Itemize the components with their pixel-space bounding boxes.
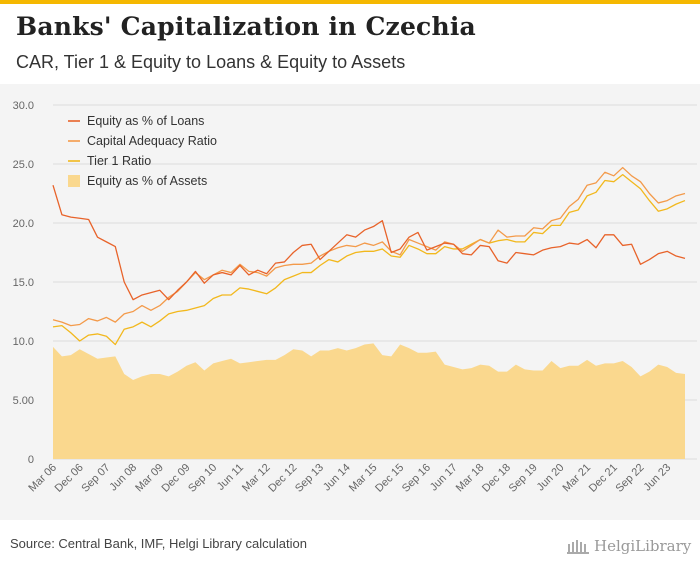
- y-tick-label: 5.00: [13, 395, 34, 407]
- x-tick-label: Jun 17: [428, 462, 460, 494]
- x-tick-label: Mar 15: [347, 462, 380, 495]
- x-tick: Sep 22: [613, 462, 646, 495]
- legend-item: Capital Adequacy Ratio: [68, 134, 217, 148]
- x-tick: Sep 07: [79, 462, 112, 495]
- x-tick: Sep 13: [293, 462, 326, 495]
- top-accent-bar: [0, 0, 700, 4]
- x-tick-label: Sep 13: [293, 462, 326, 495]
- x-tick: Sep 19: [507, 462, 540, 495]
- x-tick-label: Dec 18: [480, 462, 513, 495]
- legend-label: Equity as % of Loans: [87, 114, 204, 128]
- chart-title: Banks' Capitalization in Czechia: [16, 12, 476, 41]
- line-series-tier-1-ratio: [52, 173, 686, 346]
- legend-item: Equity as % of Loans: [68, 114, 204, 128]
- x-tick: Mar 18: [454, 462, 487, 495]
- x-tick: Jun 08: [107, 462, 139, 494]
- x-tick: Mar 12: [240, 462, 273, 495]
- legend-swatch: [68, 175, 80, 187]
- x-tick: Dec 21: [587, 462, 620, 495]
- x-tick: Jun 20: [535, 462, 567, 494]
- x-tick-label: Dec 09: [159, 462, 192, 495]
- x-tick-label: Sep 22: [613, 462, 646, 495]
- x-tick: Mar 21: [561, 462, 594, 495]
- x-tick: Dec 15: [373, 462, 406, 495]
- y-tick-label: 20.0: [13, 218, 34, 230]
- x-tick: Jun 23: [641, 462, 673, 494]
- x-tick: Sep 16: [400, 462, 433, 495]
- y-tick-label: 30.0: [13, 100, 34, 112]
- line-series-equity-as-of-loans: [52, 185, 686, 301]
- legend-label: Capital Adequacy Ratio: [87, 134, 217, 148]
- x-tick: Mar 15: [347, 462, 380, 495]
- legend-label: Tier 1 Ratio: [87, 154, 151, 168]
- x-tick: Jun 17: [428, 462, 460, 494]
- legend-label: Equity as % of Assets: [87, 174, 207, 188]
- line-series-capital-adequacy-ratio: [52, 166, 686, 327]
- x-tick-label: Jun 08: [107, 462, 139, 494]
- x-tick-label: Sep 16: [400, 462, 433, 495]
- x-tick-label: Jun 20: [535, 462, 567, 494]
- x-tick-label: Dec 06: [53, 462, 86, 495]
- x-tick-label: Jun 14: [321, 462, 353, 494]
- x-tick-label: Mar 06: [26, 462, 59, 495]
- x-tick-label: Mar 09: [133, 462, 166, 495]
- y-tick-label: 0: [28, 454, 34, 466]
- library-columns-icon: [567, 540, 589, 554]
- x-tick: Dec 18: [480, 462, 513, 495]
- x-tick: Dec 12: [266, 462, 299, 495]
- x-tick-label: Mar 12: [240, 462, 273, 495]
- x-tick-label: Dec 15: [373, 462, 406, 495]
- x-tick-label: Sep 19: [507, 462, 540, 495]
- area-series-equity-assets: [53, 343, 685, 459]
- legend-item: Tier 1 Ratio: [68, 154, 151, 168]
- x-tick: Jun 14: [321, 462, 353, 494]
- y-tick-label: 25.0: [13, 159, 34, 171]
- x-tick-label: Mar 21: [561, 462, 594, 495]
- x-tick: Mar 09: [133, 462, 166, 495]
- x-tick-label: Mar 18: [454, 462, 487, 495]
- chart-subtitle: CAR, Tier 1 & Equity to Loans & Equity t…: [16, 52, 406, 72]
- source-note: Source: Central Bank, IMF, Helgi Library…: [10, 536, 307, 551]
- x-tick: Mar 06: [26, 462, 59, 495]
- x-tick: Dec 06: [53, 462, 86, 495]
- x-tick-label: Dec 21: [587, 462, 620, 495]
- x-tick-label: Sep 10: [186, 462, 219, 495]
- legend-item: Equity as % of Assets: [68, 174, 207, 188]
- y-tick-label: 15.0: [13, 277, 34, 289]
- x-tick-label: Sep 07: [79, 462, 112, 495]
- x-tick: Dec 09: [159, 462, 192, 495]
- x-tick-label: Jun 23: [641, 462, 673, 494]
- x-tick: Sep 10: [186, 462, 219, 495]
- y-tick-label: 10.0: [13, 336, 34, 348]
- helgi-library-logo[interactable]: HelgiLibrary: [566, 534, 692, 558]
- x-tick-label: Dec 12: [266, 462, 299, 495]
- brand-name: HelgiLibrary: [594, 537, 692, 555]
